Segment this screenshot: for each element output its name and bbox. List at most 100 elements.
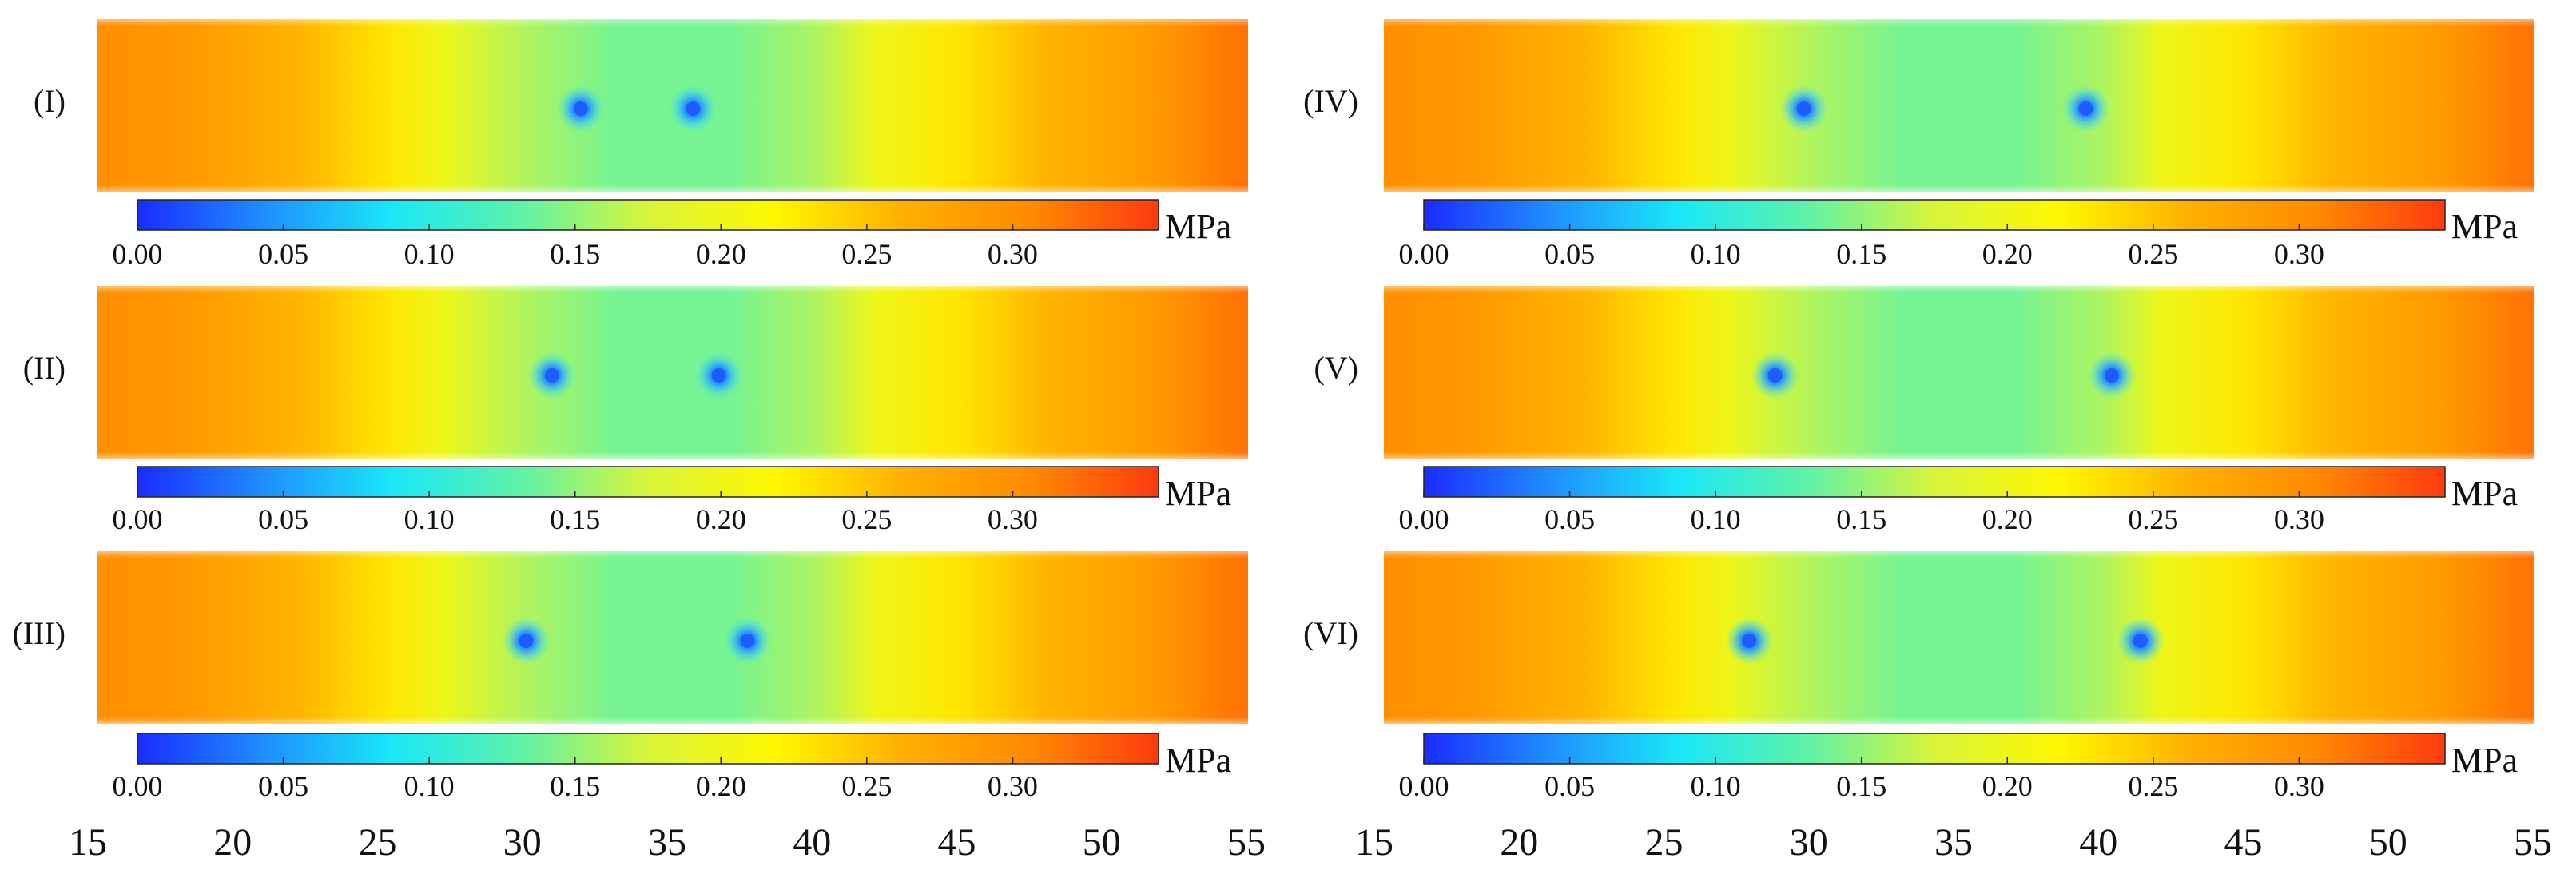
colorbar-tick-label: 0.20 bbox=[1982, 503, 2033, 535]
x-tick-label: 55 bbox=[1227, 821, 1266, 864]
hole-marker-1 bbox=[544, 368, 559, 383]
colorbar-tick-label: 0.30 bbox=[988, 503, 1038, 535]
colorbar-unit: MPa bbox=[2451, 741, 2518, 780]
panel-label: (II) bbox=[23, 350, 66, 386]
panel-2: (II) 0.00 0.05 0.10 0.15 0.20 0.25 0.30 MPa bbox=[23, 286, 1248, 535]
x-tick-label: 40 bbox=[2079, 821, 2117, 864]
panel-1: (I) 0.00 0.05 0.10 0.15 0.20 0.25 0.30 MPa bbox=[34, 19, 1248, 270]
colorbar-tick-label: 0.15 bbox=[1836, 238, 1886, 270]
hole-marker-1 bbox=[1796, 101, 1811, 116]
colorbar-tick-label: 0.00 bbox=[113, 770, 163, 802]
colorbar-tick-label: 0.25 bbox=[841, 503, 892, 535]
panel-label: (I) bbox=[34, 83, 66, 119]
stress-field-edge bbox=[97, 286, 1248, 459]
colorbar-tick-label: 0.15 bbox=[1836, 770, 1886, 802]
colorbar-tick-label: 0.10 bbox=[1691, 238, 1741, 270]
x-tick-label: 55 bbox=[2514, 821, 2552, 864]
colorbar bbox=[137, 466, 1159, 498]
colorbar-unit: MPa bbox=[1165, 741, 1231, 780]
panel-3: (III) 0.00 0.05 0.10 0.15 0.20 0.25 0.30 MPa bbox=[12, 551, 1248, 802]
colorbar bbox=[1423, 733, 2446, 765]
colorbar-tick-label: 0.20 bbox=[696, 503, 746, 535]
colorbar-tick-label: 0.30 bbox=[988, 238, 1038, 270]
colorbar-tick-label: 0.20 bbox=[696, 238, 746, 270]
colorbar bbox=[1423, 466, 2446, 498]
colorbar bbox=[1423, 199, 2446, 231]
x-tick-label: 35 bbox=[648, 821, 686, 864]
colorbar-tick-label: 0.05 bbox=[1544, 238, 1595, 270]
colorbar-tick-label: 0.25 bbox=[2128, 770, 2178, 802]
colorbar-tick-label: 0.10 bbox=[404, 238, 455, 270]
x-tick-label: 30 bbox=[503, 821, 542, 864]
panel-6: (VI) 0.00 0.05 0.10 0.15 0.20 0.25 0.30 MPa bbox=[1303, 551, 2534, 802]
panel-label: (V) bbox=[1314, 350, 1358, 386]
colorbar-tick-label: 0.30 bbox=[2274, 770, 2324, 802]
colorbar-tick-label: 0.05 bbox=[1544, 770, 1595, 802]
colorbar bbox=[137, 733, 1159, 765]
x-tick-label: 20 bbox=[213, 821, 252, 864]
colorbar-tick-label: 0.05 bbox=[1544, 503, 1595, 535]
colorbar-tick-label: 0.20 bbox=[696, 770, 746, 802]
axes-layer: 15 20 25 30 35 40 45 50 55 15 20 25 30 35 40 45 50 55 bbox=[69, 821, 2552, 864]
colorbar-tick-label: 0.00 bbox=[113, 238, 163, 270]
colorbar-tick-label: 0.15 bbox=[550, 503, 600, 535]
panel-label: (III) bbox=[12, 615, 66, 651]
hole-marker-2 bbox=[686, 101, 701, 116]
x-tick-label: 35 bbox=[1934, 821, 1973, 864]
hole-marker-1 bbox=[519, 634, 534, 648]
colorbar-tick-label: 0.15 bbox=[550, 238, 600, 270]
hole-marker-1 bbox=[573, 101, 588, 116]
colorbar-tick-label: 0.25 bbox=[841, 238, 892, 270]
x-tick-label: 25 bbox=[359, 821, 397, 864]
x-tick-label: 50 bbox=[1083, 821, 1121, 864]
panel-label: (VI) bbox=[1303, 615, 1358, 651]
hole-marker-2 bbox=[2133, 634, 2148, 648]
panels-layer: (I) 0.00 0.05 0.10 0.15 0.20 0.25 0.30 MPa (II) 0.… bbox=[12, 19, 2534, 802]
x-tick-label: 20 bbox=[1500, 821, 1538, 864]
colorbar-tick-label: 0.15 bbox=[550, 770, 600, 802]
x-tick-label: 45 bbox=[2224, 821, 2263, 864]
stress-field-edge bbox=[1384, 551, 2534, 724]
panel-4: (IV) 0.00 0.05 0.10 0.15 0.20 0.25 0.30 MPa bbox=[1303, 19, 2534, 270]
colorbar-tick-label: 0.05 bbox=[258, 238, 308, 270]
hole-marker-1 bbox=[1767, 368, 1783, 383]
colorbar-tick-label: 0.10 bbox=[404, 770, 455, 802]
stress-field-edge bbox=[97, 551, 1248, 724]
colorbar-tick-label: 0.15 bbox=[1836, 503, 1886, 535]
x-tick-label: 25 bbox=[1645, 821, 1684, 864]
colorbar-tick-label: 0.20 bbox=[1982, 238, 2033, 270]
colorbar-tick-label: 0.20 bbox=[1982, 770, 2033, 802]
hole-marker-2 bbox=[711, 368, 726, 383]
x-tick-label: 45 bbox=[938, 821, 976, 864]
colorbar-unit: MPa bbox=[1165, 474, 1231, 513]
colorbar-tick-label: 0.10 bbox=[1691, 503, 1741, 535]
hole-marker-1 bbox=[1742, 634, 1757, 648]
colorbar-tick-label: 0.00 bbox=[1399, 238, 1449, 270]
hole-marker-2 bbox=[2078, 101, 2093, 116]
x-tick-label: 50 bbox=[2369, 821, 2407, 864]
stress-field-edge bbox=[1384, 286, 2534, 459]
colorbar-tick-label: 0.30 bbox=[2274, 238, 2324, 270]
colorbar-tick-label: 0.05 bbox=[258, 770, 308, 802]
colorbar-unit: MPa bbox=[1165, 207, 1231, 246]
x-tick-label: 30 bbox=[1790, 821, 1828, 864]
colorbar-tick-label: 0.00 bbox=[1399, 503, 1449, 535]
hole-marker-2 bbox=[2104, 368, 2119, 383]
colorbar-unit: MPa bbox=[2451, 207, 2518, 246]
colorbar-tick-label: 0.00 bbox=[113, 503, 163, 535]
colorbar-tick-label: 0.00 bbox=[1399, 770, 1449, 802]
stress-field-edge bbox=[1384, 19, 2534, 192]
hole-marker-2 bbox=[740, 634, 755, 648]
colorbar-unit: MPa bbox=[2451, 474, 2518, 513]
colorbar-tick-label: 0.05 bbox=[258, 503, 308, 535]
panel-5: (V) 0.00 0.05 0.10 0.15 0.20 0.25 0.30 MPa bbox=[1314, 286, 2534, 535]
colorbar-tick-label: 0.25 bbox=[2128, 238, 2178, 270]
x-axis-2: 15 20 25 30 35 40 45 50 55 bbox=[1355, 821, 2552, 864]
colorbar-tick-label: 0.10 bbox=[404, 503, 455, 535]
colorbar-tick-label: 0.10 bbox=[1691, 770, 1741, 802]
colorbar-tick-label: 0.30 bbox=[988, 770, 1038, 802]
panel-label: (IV) bbox=[1303, 83, 1358, 119]
x-tick-label: 15 bbox=[69, 821, 107, 864]
colorbar-tick-label: 0.25 bbox=[841, 770, 892, 802]
